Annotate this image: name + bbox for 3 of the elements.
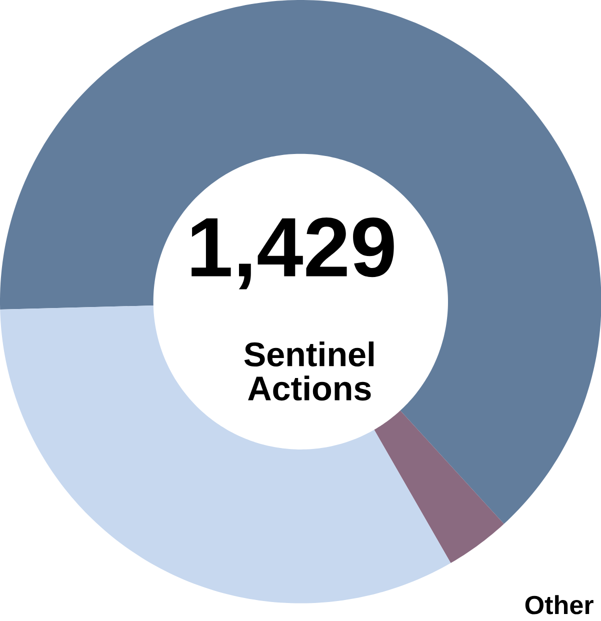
text: 1,429 <box>191 217 394 290</box>
text: Sentinel Actions <box>244 341 374 401</box>
slice-label: Other <box>525 595 594 614</box>
